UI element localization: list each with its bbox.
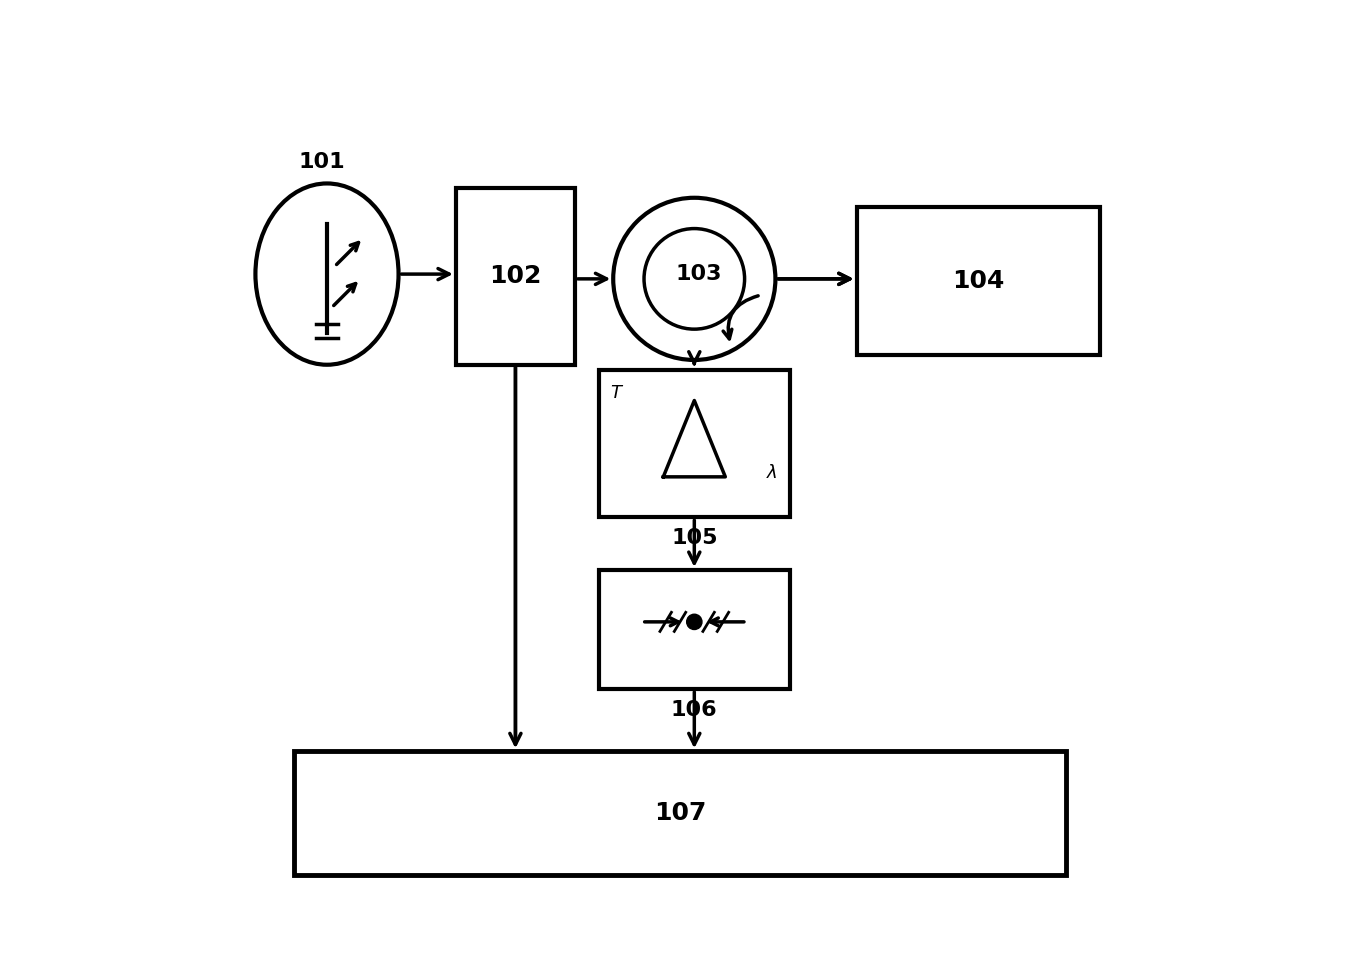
Text: 105: 105	[670, 529, 718, 549]
Text: 106: 106	[670, 700, 718, 720]
Bar	[456, 188, 575, 365]
Circle shape	[687, 615, 702, 629]
Text: 103: 103	[676, 264, 722, 284]
Text: 101: 101	[299, 152, 345, 172]
Text: 104: 104	[952, 269, 1004, 293]
Bar	[598, 370, 790, 517]
Bar	[598, 570, 790, 689]
Text: 107: 107	[654, 802, 706, 825]
Bar	[294, 751, 1066, 875]
Text: 102: 102	[490, 264, 541, 288]
Text: T: T	[611, 384, 622, 403]
Bar	[857, 207, 1100, 355]
Text: λ: λ	[767, 464, 778, 482]
